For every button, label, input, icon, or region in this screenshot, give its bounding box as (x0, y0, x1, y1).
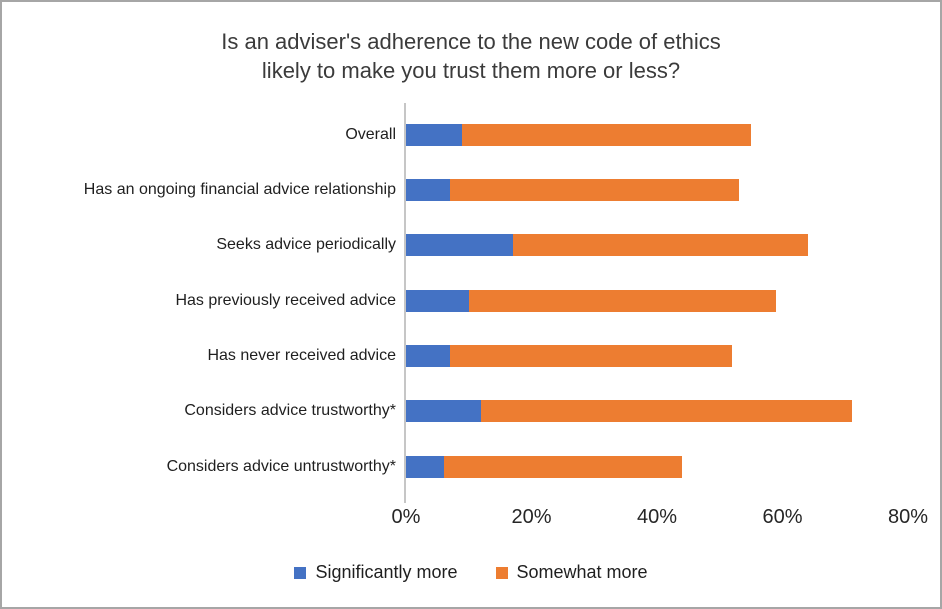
legend-swatch-icon (495, 566, 508, 579)
x-tick-label: 40% (636, 506, 678, 528)
chart-title-line2: likely to make you trust them more or le… (261, 58, 681, 83)
legend-item: Somewhat more (495, 562, 648, 583)
category-label: Has an ongoing financial advice relation… (83, 180, 396, 198)
x-tick-label: 0% (391, 506, 421, 528)
legend-label: Significantly more (315, 562, 458, 582)
bar-segment-significantly-more (406, 178, 450, 201)
bar-segment-somewhat-more (462, 123, 752, 146)
legend-swatch-icon (294, 566, 307, 579)
legend: Significantly more Somewhat more (2, 562, 940, 583)
category-axis-line (404, 103, 406, 503)
x-tick-label: 20% (511, 506, 552, 528)
x-tick-label: 80% (887, 506, 929, 528)
legend-item: Significantly more (294, 562, 458, 583)
bar-segment-somewhat-more (468, 289, 777, 312)
bar-segment-somewhat-more (449, 344, 733, 367)
legend-label: Somewhat more (516, 562, 648, 582)
bar-segment-significantly-more (406, 234, 513, 257)
bar-segment-significantly-more (406, 344, 450, 367)
category-label: Considers advice untrustworthy* (166, 457, 396, 475)
category-label: Seeks advice periodically (216, 236, 396, 254)
bar-segment-significantly-more (406, 123, 463, 146)
chart-title: Is an adviser's adherence to the new cod… (2, 27, 940, 85)
category-label: Overall (345, 125, 396, 143)
bar-segment-significantly-more (406, 289, 469, 312)
category-label: Has previously received advice (175, 291, 396, 309)
chart-title-line1: Is an adviser's adherence to the new cod… (221, 29, 721, 54)
category-label: Considers advice trustworthy* (184, 402, 396, 420)
bar-segment-significantly-more (406, 400, 482, 423)
bar-segment-somewhat-more (481, 400, 852, 423)
x-tick-label: 60% (762, 506, 803, 528)
bar-segment-significantly-more (406, 455, 444, 478)
bar-segment-somewhat-more (443, 455, 683, 478)
bar-segment-somewhat-more (449, 178, 739, 201)
bar-segment-somewhat-more (512, 234, 808, 257)
category-label: Has never received advice (207, 346, 396, 364)
